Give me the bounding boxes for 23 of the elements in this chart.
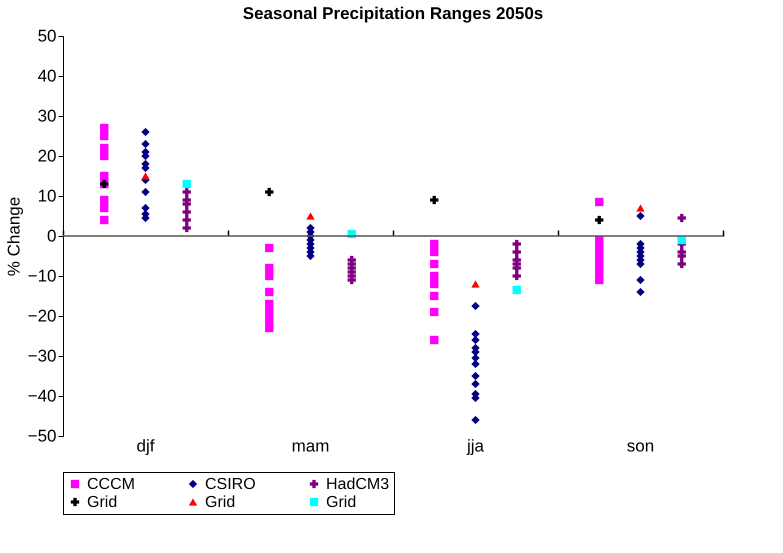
legend-label: CSIRO [205,476,256,493]
y-tick-label: −50 [28,426,56,446]
chart-title: Seasonal Precipitation Ranges 2050s [242,4,544,23]
legend-label: HadCM3 [326,476,390,493]
y-tick-label: 30 [38,106,56,126]
x-tick-label: djf [136,436,155,456]
y-tick-label: 10 [38,186,56,206]
y-tick-label: 40 [38,66,56,86]
y-tick-label: −10 [28,266,56,286]
x-tick-label: mam [292,436,330,456]
legend-label: Grid [87,494,118,511]
legend-label: Grid [326,494,356,511]
y-tick-label: −30 [28,346,56,366]
y-tick-label: −40 [28,386,56,406]
y-tick-label: 50 [38,26,56,46]
y-axis-title: % Change [4,196,24,276]
legend-label: CCCM [87,476,135,493]
x-tick-label: son [626,436,654,456]
y-tick-label: 20 [38,146,56,166]
y-tick-label: −20 [28,306,56,326]
legend-label: Grid [205,494,236,511]
x-tick-label: jja [466,436,485,456]
y-tick-label: 0 [47,226,56,246]
